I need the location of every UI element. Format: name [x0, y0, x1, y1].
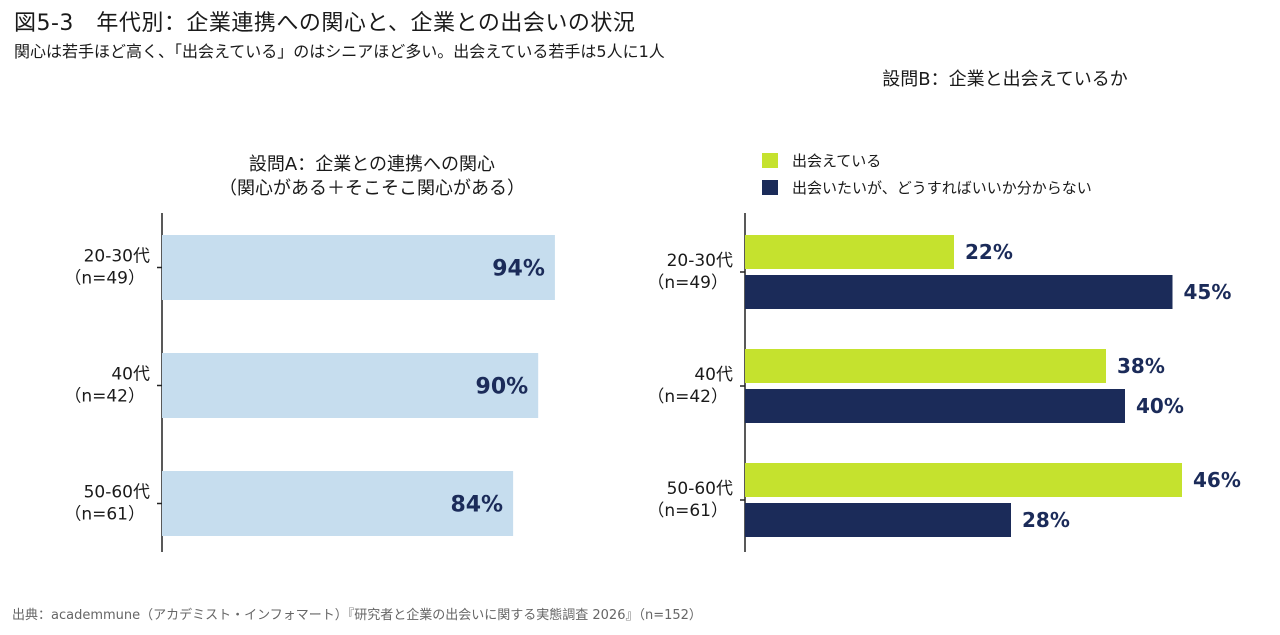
legend-label: 出会えている	[792, 152, 881, 170]
panel-b-category-count: （n=42）	[647, 387, 728, 407]
panel-a-bar	[162, 235, 555, 300]
panel-a-category-label: 50-60代	[84, 483, 150, 503]
panel-b-category-count: （n=49）	[647, 273, 728, 293]
panel-a-category-label: 20-30代	[84, 247, 150, 267]
panel-b-bar	[745, 463, 1182, 497]
legend-label: 出会いたいが、どうすればいいか分からない	[792, 179, 1092, 197]
panel-b-value-label: 22%	[965, 240, 1013, 264]
panel-a-bar	[162, 471, 514, 536]
panel-b-value-label: 28%	[1022, 508, 1070, 532]
panel-a-value-label: 94%	[492, 257, 545, 282]
panel-b-category-count: （n=61）	[647, 501, 728, 521]
panel-a-subtitle: （関心がある＋そこそこ関心がある）	[219, 178, 525, 199]
panel-b-bar	[745, 275, 1173, 309]
panel-a-value-label: 84%	[450, 493, 503, 518]
panel-b-value-label: 38%	[1117, 354, 1165, 378]
panel-b-category-label: 40代	[694, 365, 733, 385]
panel-b-title: 設問B：企業と出会えているか	[882, 69, 1127, 90]
figure-subtitle: 関心は若手ほど高く、「出会えている」のはシニアほど多い。出会えている若手は5人に…	[14, 42, 665, 61]
panel-b-value-label: 45%	[1184, 280, 1232, 304]
panel-b-value-label: 40%	[1136, 394, 1184, 418]
figure-title: 図5-3 年代別：企業連携への関心と、企業との出会いの状況	[14, 11, 636, 36]
legend-swatch	[762, 153, 778, 168]
panel-b-bar	[745, 389, 1125, 423]
panel-a-category-count: （n=61）	[64, 505, 145, 525]
panel-a-category-label: 40代	[111, 365, 150, 385]
panel-a-category-count: （n=42）	[64, 387, 145, 407]
panel-a-category-count: （n=49）	[64, 269, 145, 289]
panel-b-value-label: 46%	[1193, 468, 1241, 492]
panel-b-bar	[745, 349, 1106, 383]
panel-b-category-label: 50-60代	[667, 479, 733, 499]
legend-swatch	[762, 180, 778, 195]
panel-a-title: 設問A：企業との連携への関心	[249, 154, 495, 175]
panel-b-category-label: 20-30代	[667, 251, 733, 271]
panel-a-bar	[162, 353, 539, 418]
panel-b-bar	[745, 503, 1011, 537]
panel-a-value-label: 90%	[476, 375, 529, 400]
panel-b-bar	[745, 235, 954, 269]
figure-source: 出典：academmune（アカデミスト・インフォマート）『研究者と企業の出会い…	[12, 608, 702, 623]
